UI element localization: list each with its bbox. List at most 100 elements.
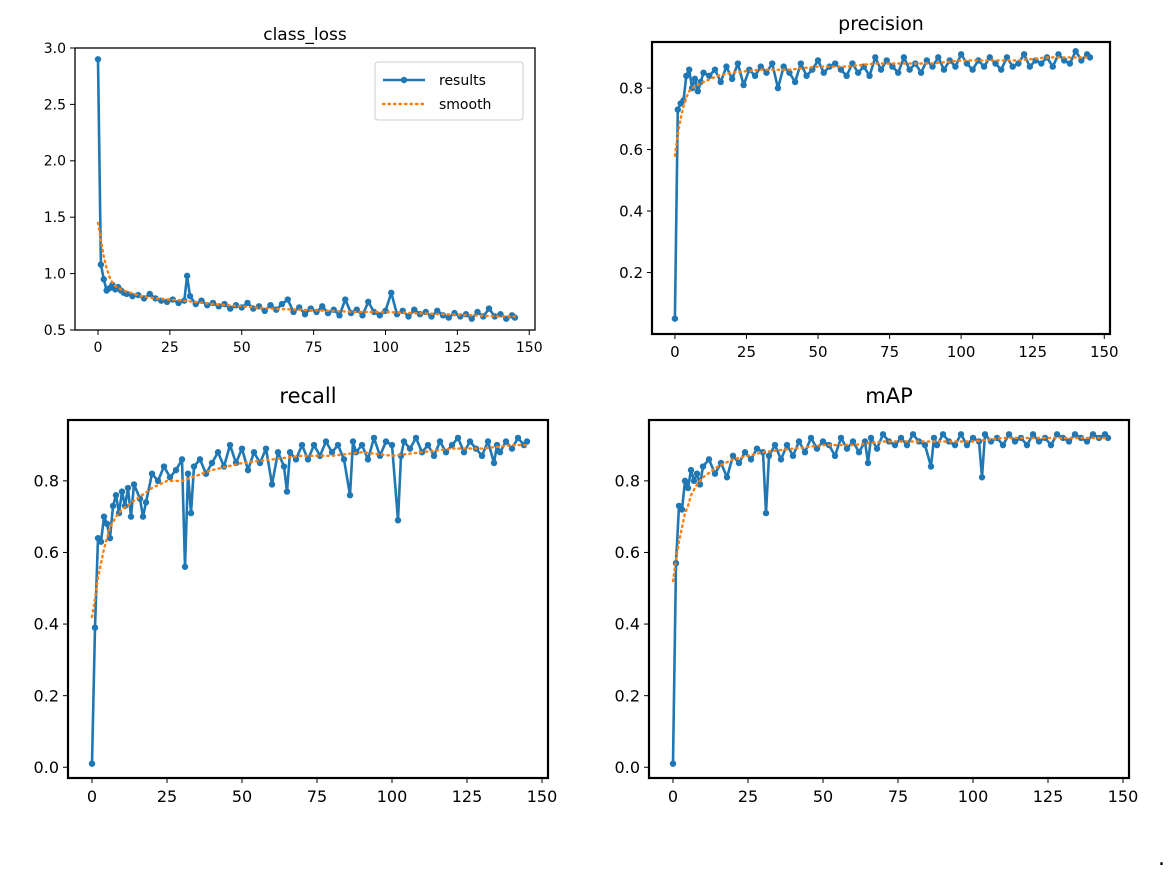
y-tick-label: 0.5 xyxy=(44,323,66,339)
results-point xyxy=(741,449,749,456)
axes-frame xyxy=(647,418,1131,780)
results-point xyxy=(843,72,850,80)
results-point xyxy=(301,311,309,318)
series-smooth-line xyxy=(671,436,1110,583)
y-tick-label: 0.4 xyxy=(619,202,643,220)
results-point xyxy=(152,295,159,302)
chart-map: mAP 0 25 50 75 100 125 150 0.0 0.2 0.4 0.6 0.8 xyxy=(585,370,1171,830)
results-point xyxy=(406,445,414,452)
x-tick-label: 25 xyxy=(737,343,756,361)
x-tick-label: 100 xyxy=(377,787,408,806)
y-tick-label: 0.6 xyxy=(615,543,640,562)
series-smooth-line xyxy=(90,443,529,619)
results-point xyxy=(485,305,493,312)
results-point xyxy=(683,72,690,80)
results-point xyxy=(340,456,348,463)
results-point xyxy=(1047,441,1055,449)
results-point xyxy=(1026,63,1034,70)
results-point xyxy=(97,538,105,545)
results-point xyxy=(1029,431,1037,438)
y-tick-label: 1.5 xyxy=(44,210,66,226)
results-point xyxy=(951,441,959,449)
results-point xyxy=(1071,431,1079,438)
results-point xyxy=(1059,434,1067,442)
results-point xyxy=(1065,438,1073,445)
results-point xyxy=(939,431,947,438)
legend-box xyxy=(374,61,524,121)
results-point xyxy=(394,517,402,524)
results-point xyxy=(376,312,383,319)
results-point xyxy=(166,474,174,481)
results-point xyxy=(460,449,468,456)
results-point xyxy=(681,477,689,485)
results-point xyxy=(897,434,905,442)
results-point xyxy=(478,452,486,459)
results-point xyxy=(728,75,736,83)
results-point xyxy=(917,69,925,76)
results-point xyxy=(97,261,105,268)
results-point xyxy=(334,441,342,449)
results-point xyxy=(820,69,827,76)
y-tick-label: 0.2 xyxy=(619,264,643,282)
results-point xyxy=(927,463,935,470)
results-point xyxy=(883,57,890,64)
y-tick-label: 0.8 xyxy=(619,79,643,97)
results-point xyxy=(502,438,510,445)
results-point xyxy=(283,488,291,495)
x-tick-label: 100 xyxy=(958,787,989,806)
results-point xyxy=(411,306,418,313)
results-point xyxy=(370,308,378,316)
results-point xyxy=(370,434,378,442)
legend-smooth-label: smooth xyxy=(439,97,491,113)
x-tick-label: 0 xyxy=(87,787,97,806)
y-tick-label: 0.0 xyxy=(34,758,59,777)
results-point xyxy=(837,66,845,73)
results-point xyxy=(286,449,294,456)
results-point xyxy=(244,299,251,307)
results-point xyxy=(196,456,204,463)
results-point xyxy=(127,513,135,520)
results-point xyxy=(872,54,879,61)
results-point xyxy=(226,441,234,449)
x-tick-label: 150 xyxy=(1108,787,1139,806)
results-point xyxy=(723,63,730,70)
results-point xyxy=(124,484,132,492)
x-tick-label: 25 xyxy=(738,787,758,806)
results-point xyxy=(740,81,747,89)
results-point xyxy=(963,60,971,67)
results-point xyxy=(123,290,130,298)
results-point xyxy=(1104,434,1112,442)
x-tick-label: 0 xyxy=(668,787,678,806)
results-point xyxy=(130,481,138,488)
x-tick-label: 150 xyxy=(527,787,558,806)
results-point xyxy=(978,474,986,481)
results-point xyxy=(801,449,809,456)
results-point xyxy=(1055,51,1062,58)
results-point xyxy=(963,441,971,449)
results-point xyxy=(274,449,282,456)
results-point xyxy=(319,303,326,310)
results-point xyxy=(1011,438,1019,445)
results-point xyxy=(434,307,441,315)
results-point xyxy=(1049,63,1056,70)
x-tick-label: 100 xyxy=(372,340,399,356)
results-point xyxy=(686,66,693,73)
y-tick-label: 0.2 xyxy=(34,686,59,705)
axes-frame xyxy=(66,418,550,780)
results-point xyxy=(699,463,707,470)
results-point xyxy=(797,60,805,67)
results-point xyxy=(678,506,686,513)
legend: results smooth xyxy=(374,61,524,121)
results-point xyxy=(957,431,965,438)
results-point xyxy=(690,477,698,485)
results-point xyxy=(184,470,192,477)
legend-results-label: results xyxy=(439,73,486,89)
results-point xyxy=(1038,60,1045,67)
x-tick-label: 75 xyxy=(307,787,327,806)
results-point xyxy=(940,66,948,73)
x-tick-label: 75 xyxy=(888,787,908,806)
results-point xyxy=(691,75,699,83)
results-point xyxy=(146,290,153,298)
results-point xyxy=(468,315,475,322)
results-point xyxy=(139,513,147,520)
